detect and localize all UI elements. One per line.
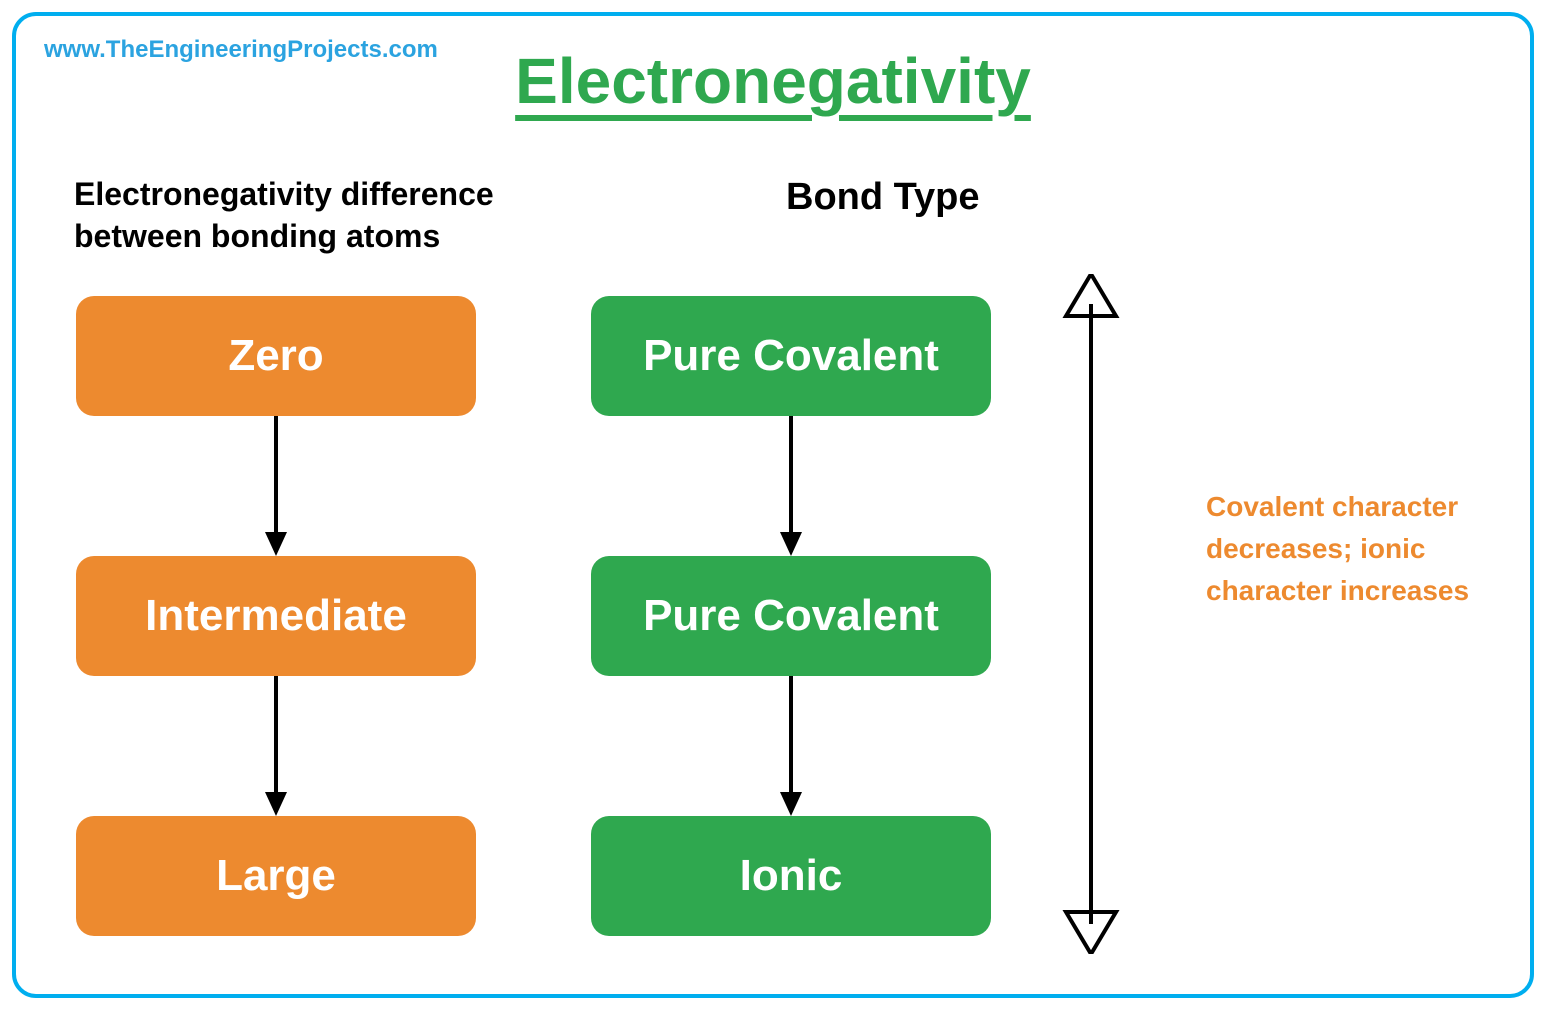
box-zero-label: Zero: [228, 331, 323, 381]
box-ionic-label: Ionic: [740, 851, 843, 901]
box-pure-covalent-2-label: Pure Covalent: [643, 591, 939, 641]
right-column-header: Bond Type: [786, 176, 980, 219]
double-arrow-icon: [1056, 274, 1126, 954]
arrow-left-2: [261, 676, 291, 816]
diagram-title: Electronegativity: [16, 44, 1530, 118]
left-header-line1: Electronegativity difference: [74, 176, 494, 212]
box-large-label: Large: [216, 851, 336, 901]
box-pure-covalent-1: Pure Covalent: [591, 296, 991, 416]
main-frame: www.TheEngineeringProjects.com Electrone…: [12, 12, 1534, 998]
side-note-text: Covalent character decreases; ionic char…: [1206, 486, 1506, 612]
box-intermediate-label: Intermediate: [145, 591, 407, 641]
arrow-left-1: [261, 416, 291, 556]
box-zero: Zero: [76, 296, 476, 416]
arrow-right-1: [776, 416, 806, 556]
box-large: Large: [76, 816, 476, 936]
box-ionic: Ionic: [591, 816, 991, 936]
box-intermediate: Intermediate: [76, 556, 476, 676]
box-pure-covalent-2: Pure Covalent: [591, 556, 991, 676]
box-pure-covalent-1-label: Pure Covalent: [643, 331, 939, 381]
left-column-header: Electronegativity difference between bon…: [74, 174, 494, 257]
arrow-right-2: [776, 676, 806, 816]
left-header-line2: between bonding atoms: [74, 218, 440, 254]
